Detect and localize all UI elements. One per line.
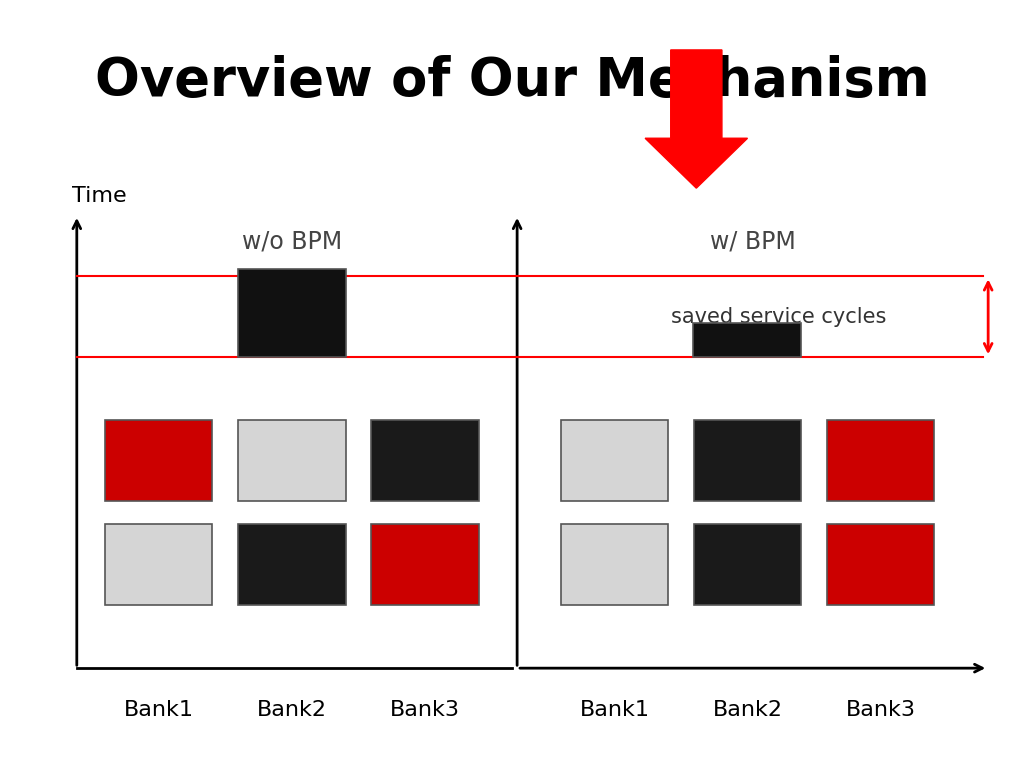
Text: w/o BPM: w/o BPM xyxy=(242,230,342,254)
Text: Bank1: Bank1 xyxy=(580,700,649,720)
Text: w/ BPM: w/ BPM xyxy=(710,230,796,254)
Bar xyxy=(827,421,934,502)
Bar xyxy=(827,524,934,605)
Bar xyxy=(238,269,346,357)
Text: Time: Time xyxy=(72,186,126,206)
Bar xyxy=(693,323,801,357)
Bar xyxy=(238,421,345,502)
Polygon shape xyxy=(645,50,748,188)
Bar xyxy=(561,524,668,605)
Text: Bank1: Bank1 xyxy=(124,700,194,720)
Bar xyxy=(371,421,478,502)
Bar xyxy=(238,524,345,605)
Bar xyxy=(105,421,213,502)
Text: Bank3: Bank3 xyxy=(846,700,915,720)
Text: Overview of Our Mechanism: Overview of Our Mechanism xyxy=(94,55,930,107)
Bar xyxy=(694,421,801,502)
Bar xyxy=(694,524,801,605)
Text: Bank2: Bank2 xyxy=(257,700,327,720)
Bar xyxy=(561,421,668,502)
Bar xyxy=(371,524,478,605)
Text: Bank3: Bank3 xyxy=(390,700,460,720)
Text: Bank2: Bank2 xyxy=(713,700,782,720)
Text: saved service cycles: saved service cycles xyxy=(671,306,886,327)
Bar xyxy=(105,524,213,605)
